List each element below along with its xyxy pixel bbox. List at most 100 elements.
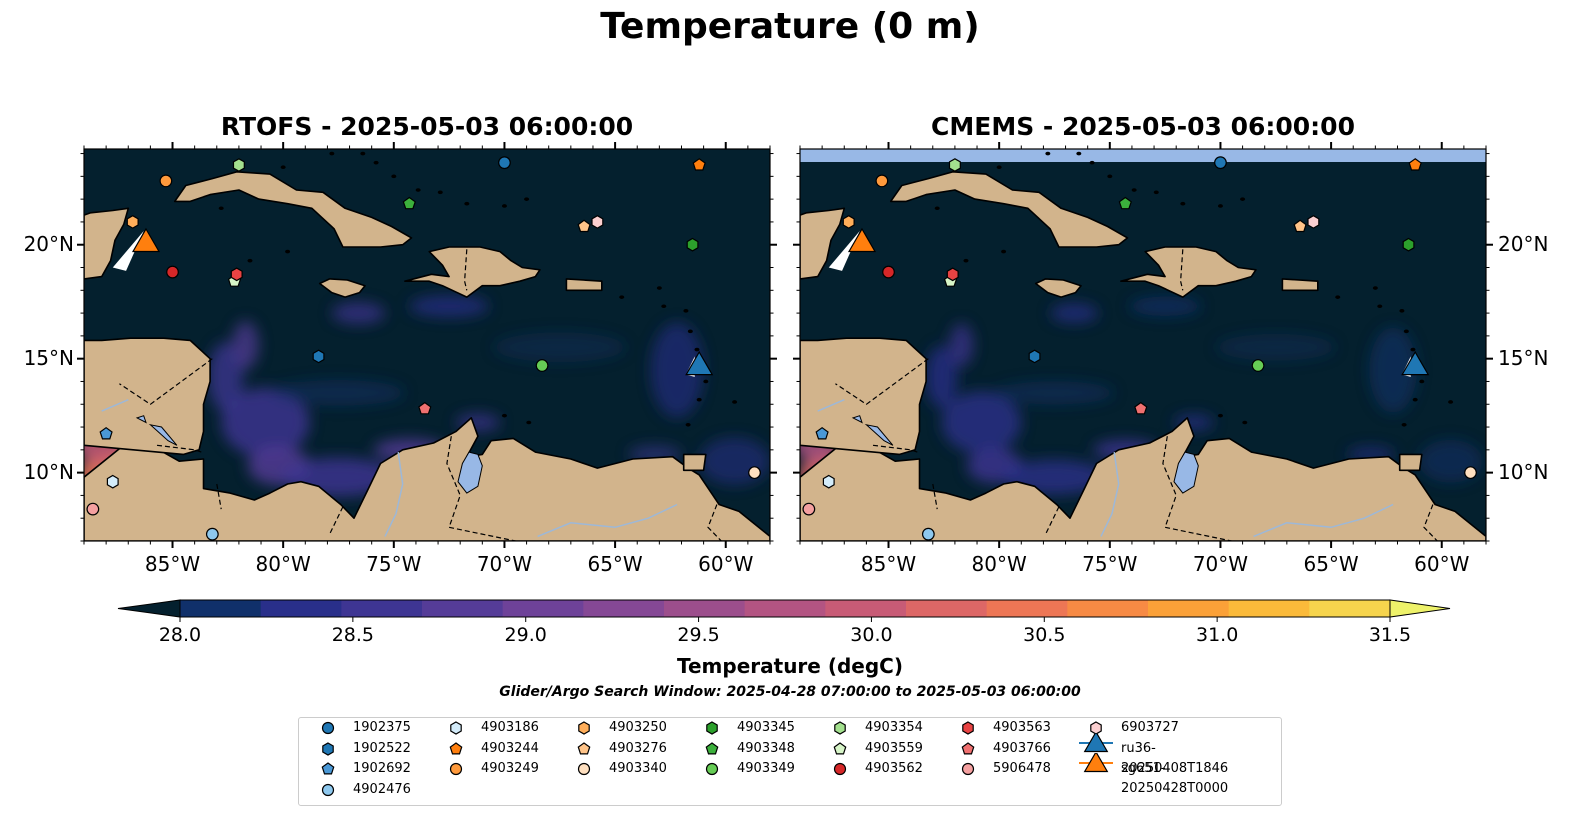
land-northSA (800, 417, 1486, 541)
colorbar-segment (260, 600, 342, 617)
map-frame (83, 148, 771, 542)
argo-float-1902375-marker (1214, 156, 1227, 170)
lon-tick-label: 65°W (1303, 552, 1359, 576)
legend-label: 4903186 (481, 720, 539, 735)
river (384, 451, 404, 537)
land-northSA (84, 417, 770, 541)
argo-float-4903340-marker (748, 466, 761, 480)
lake-managua (135, 415, 147, 424)
lake-nicaragua (148, 423, 178, 446)
lat-tick-label: 15°N (1498, 345, 1549, 370)
country-border (835, 358, 929, 406)
colorbar-segment (1309, 600, 1391, 617)
legend-label: 4903276 (609, 740, 667, 756)
lon-tick-label: 60°W (1414, 552, 1470, 576)
legend-swatch (321, 783, 335, 796)
small-island (329, 151, 335, 156)
small-island (280, 165, 286, 170)
lake-managua (851, 415, 863, 424)
small-island (1401, 422, 1407, 427)
country-border (156, 444, 202, 453)
legend-label: 1902522 (353, 740, 411, 756)
argo-float-4903348-marker (1118, 196, 1132, 210)
glider-sg651-20250428T0000-marker (131, 227, 161, 253)
small-island (1240, 197, 1246, 201)
legend-swatch (449, 741, 463, 754)
small-island (1419, 379, 1425, 384)
search-window-caption: Glider/Argo Search Window: 2025-04-28 07… (499, 684, 1081, 700)
argo-float-4903563-marker (946, 267, 959, 282)
argo-float-5906478-marker (86, 502, 100, 516)
argo-float-4903250-marker (126, 215, 139, 229)
small-island (1089, 160, 1095, 165)
country-border (216, 483, 222, 510)
land-cuba (173, 171, 413, 248)
sst-warm-patch (925, 345, 958, 409)
legend-marker (450, 721, 462, 735)
legend-marker (321, 783, 335, 796)
land-yucatan (800, 207, 846, 280)
legend-swatch (449, 762, 463, 776)
sst-warm-patch (409, 295, 489, 318)
temperature-colorbar (117, 599, 1451, 622)
small-island (1372, 286, 1378, 290)
small-island (1107, 174, 1113, 179)
legend-marker (833, 762, 847, 776)
argo-float-4903349-marker (1251, 359, 1265, 372)
country-border (1162, 436, 1232, 541)
colorbar-tick-label: 30.0 (850, 624, 893, 646)
legend-swatch (578, 721, 590, 735)
land-jamaica (1034, 278, 1082, 298)
legend-swatch (321, 762, 335, 775)
river (1253, 503, 1394, 538)
lon-tick-label: 70°W (1192, 552, 1249, 576)
country-border (1179, 249, 1184, 291)
small-island (360, 151, 366, 156)
legend-swatch (961, 741, 975, 754)
sst-warm-patch (232, 321, 259, 369)
small-island (1335, 295, 1341, 299)
colorbar-tick-label: 29.0 (504, 624, 547, 646)
legend-label: ru36-20250408T1846 (1121, 740, 1229, 776)
colorbar-outline (179, 599, 1391, 618)
legend-swatch (577, 762, 591, 776)
argo-float-4903345-marker (686, 237, 699, 252)
glider-ru36-20250408T1846-marker (1401, 350, 1430, 376)
lon-tick-label: 75°W (1082, 552, 1138, 576)
argo-float-4903276-marker (577, 219, 591, 233)
lon-tick-label: 85°W (860, 552, 917, 576)
small-island (1217, 413, 1223, 418)
legend-label: 1902692 (353, 761, 411, 776)
country-border (872, 444, 918, 453)
argo-float-4903348-marker (402, 196, 416, 210)
legend-label: sg651-20250428T0000 (1121, 761, 1229, 796)
sst-warm-patch (994, 381, 1115, 405)
colorbar-segment (1067, 600, 1149, 617)
sst-warm-patch (493, 332, 627, 363)
small-island (1076, 151, 1082, 156)
small-island (619, 295, 625, 299)
small-island (1217, 204, 1223, 208)
rtofs-map (77, 142, 777, 548)
rtofs-panel-title: RTOFS - 2025-05-03 06:00:00 (220, 112, 634, 141)
legend-label: 4902476 (353, 781, 411, 797)
small-island (524, 197, 530, 201)
land-trinidad (1398, 453, 1423, 472)
legend-marker (833, 741, 847, 754)
small-island (1045, 151, 1051, 156)
colorbar-extend-high (1389, 599, 1451, 618)
country-border (463, 249, 468, 291)
legend-label: 6903727 (1121, 720, 1179, 735)
land-centralAm (84, 337, 211, 456)
land-puertoRico (565, 278, 603, 292)
country-border (1423, 504, 1438, 541)
small-island (285, 249, 291, 254)
small-island (1242, 420, 1248, 425)
colorbar-segment (180, 600, 262, 617)
lake-nicaragua (864, 423, 894, 446)
legend-swatch (706, 721, 718, 735)
small-island (1131, 188, 1137, 192)
argo-float-1902375-marker (498, 156, 511, 170)
small-island (526, 420, 532, 425)
sst-warm-patch (1129, 296, 1201, 317)
